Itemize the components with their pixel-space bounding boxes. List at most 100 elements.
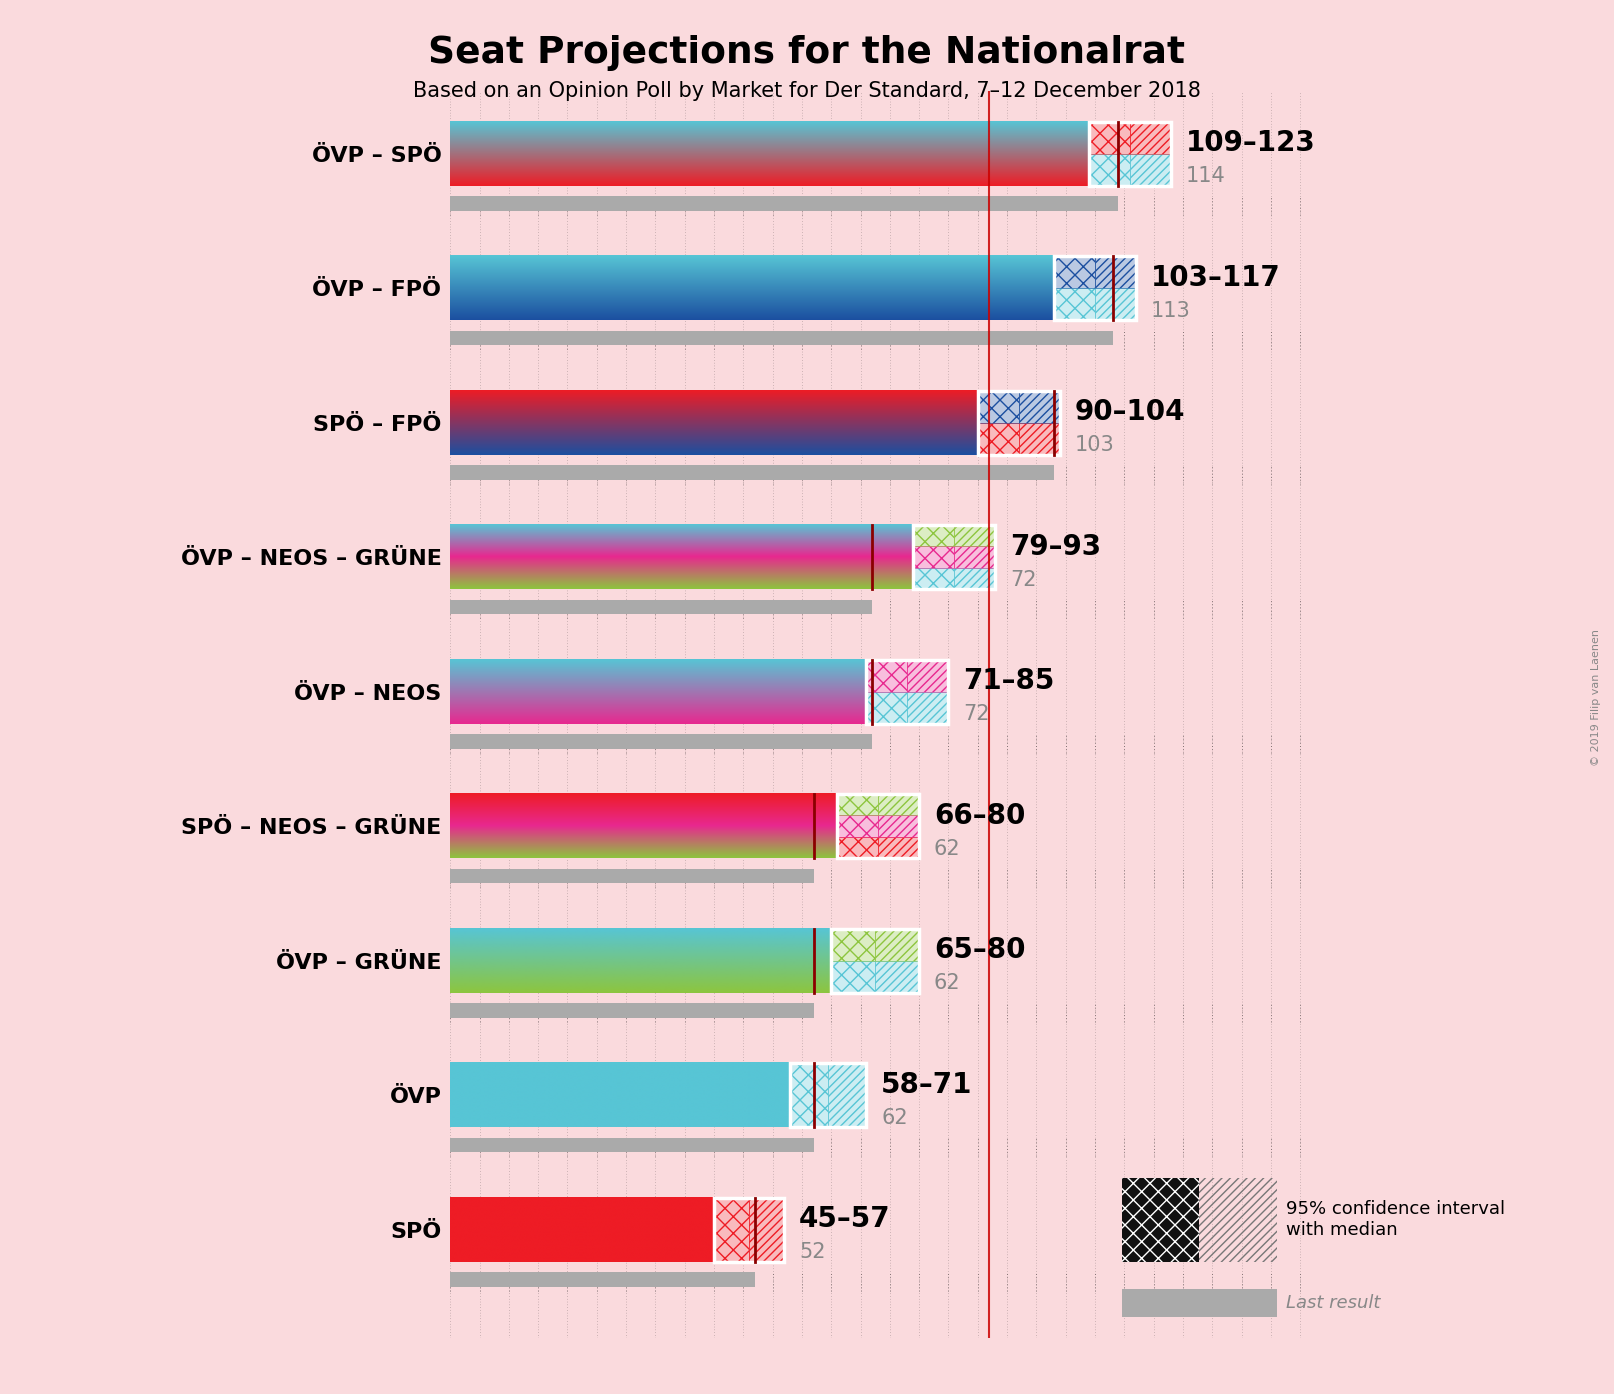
Bar [838,836,918,859]
Text: 62: 62 [935,973,960,994]
Bar [450,868,813,882]
Bar [1089,121,1172,185]
Text: SPÖ: SPÖ [391,1221,441,1242]
Bar [1094,289,1136,321]
Text: ÖVP – NEOS: ÖVP – NEOS [294,683,441,704]
Text: ÖVP – FPÖ: ÖVP – FPÖ [313,280,441,300]
Bar [1094,256,1136,289]
Bar [838,795,918,815]
Bar [1018,390,1060,422]
Text: 72: 72 [1010,570,1036,590]
Bar [978,422,1018,454]
Text: ÖVP: ÖVP [389,1087,441,1107]
Bar [713,1197,784,1262]
Bar [838,795,878,815]
Bar [831,928,918,993]
Bar [1089,153,1130,185]
Bar [450,1004,813,1018]
Bar [867,659,907,691]
Text: 72: 72 [964,704,989,725]
Bar [838,815,878,836]
Text: 71–85: 71–85 [964,668,1054,696]
Bar [978,390,1060,454]
Bar [1054,256,1094,289]
Bar [954,546,996,567]
Bar [978,390,1060,422]
Bar [914,567,954,590]
Bar [831,928,875,960]
Bar [878,836,918,859]
Text: 45–57: 45–57 [799,1206,891,1234]
Bar [713,1197,784,1262]
Bar [450,546,914,567]
Text: 95% confidence interval
with median: 95% confidence interval with median [1286,1200,1506,1239]
Bar [954,567,996,590]
Bar [878,795,918,815]
Bar [450,153,1089,185]
Bar [1089,121,1172,153]
Bar [1089,153,1172,185]
Bar [1054,256,1136,289]
Bar [450,960,831,993]
Text: 65–80: 65–80 [935,937,1025,965]
Bar [450,836,838,859]
Bar [450,526,914,546]
Bar [450,330,1112,346]
Bar [713,1197,749,1262]
Bar [914,526,996,590]
Bar [450,1138,813,1151]
Text: 52: 52 [799,1242,825,1263]
Bar [450,121,1089,153]
Text: ÖVP – SPÖ: ÖVP – SPÖ [312,146,441,166]
Bar [1054,289,1094,321]
Text: 103–117: 103–117 [1151,263,1280,291]
Text: Based on an Opinion Poll by Market for Der Standard, 7–12 December 2018: Based on an Opinion Poll by Market for D… [413,81,1201,100]
Bar [978,422,1060,454]
Bar [867,659,949,723]
Bar [878,815,918,836]
Bar [914,546,996,567]
Bar [831,960,875,993]
Bar [1130,121,1172,153]
Bar [914,526,996,546]
Bar [450,466,1054,480]
Text: © 2019 Filip van Laenen: © 2019 Filip van Laenen [1591,629,1601,765]
Bar [914,526,954,546]
Text: 79–93: 79–93 [1010,533,1101,560]
Bar [831,960,918,993]
Bar [450,1064,791,1128]
Text: 109–123: 109–123 [1186,130,1315,158]
Bar [450,256,1054,289]
Text: ÖVP – GRÜNE: ÖVP – GRÜNE [276,952,441,973]
Bar [450,795,838,815]
Bar [749,1197,784,1262]
Bar [450,1273,755,1287]
Text: 103: 103 [1075,435,1114,456]
Bar [1054,289,1136,321]
Bar [875,928,918,960]
Bar [978,390,1018,422]
Text: 66–80: 66–80 [935,802,1025,829]
Bar [1018,422,1060,454]
Bar [914,567,996,590]
Bar [875,960,918,993]
Bar [954,526,996,546]
Bar [1089,121,1130,153]
Bar [907,691,949,723]
Bar [914,546,954,567]
Bar [828,1064,867,1128]
Bar [450,659,867,691]
Text: 113: 113 [1151,301,1191,321]
Bar [450,197,1119,210]
Bar [831,928,918,960]
Text: SPÖ – NEOS – GRÜNE: SPÖ – NEOS – GRÜNE [181,818,441,838]
Bar [791,1064,867,1128]
Bar [1130,153,1172,185]
Text: ÖVP – NEOS – GRÜNE: ÖVP – NEOS – GRÜNE [181,549,441,569]
Text: 58–71: 58–71 [881,1071,972,1098]
Bar [450,390,978,422]
Text: 62: 62 [881,1108,907,1128]
Text: 90–104: 90–104 [1075,399,1185,427]
Bar [838,836,878,859]
Bar [907,659,949,691]
